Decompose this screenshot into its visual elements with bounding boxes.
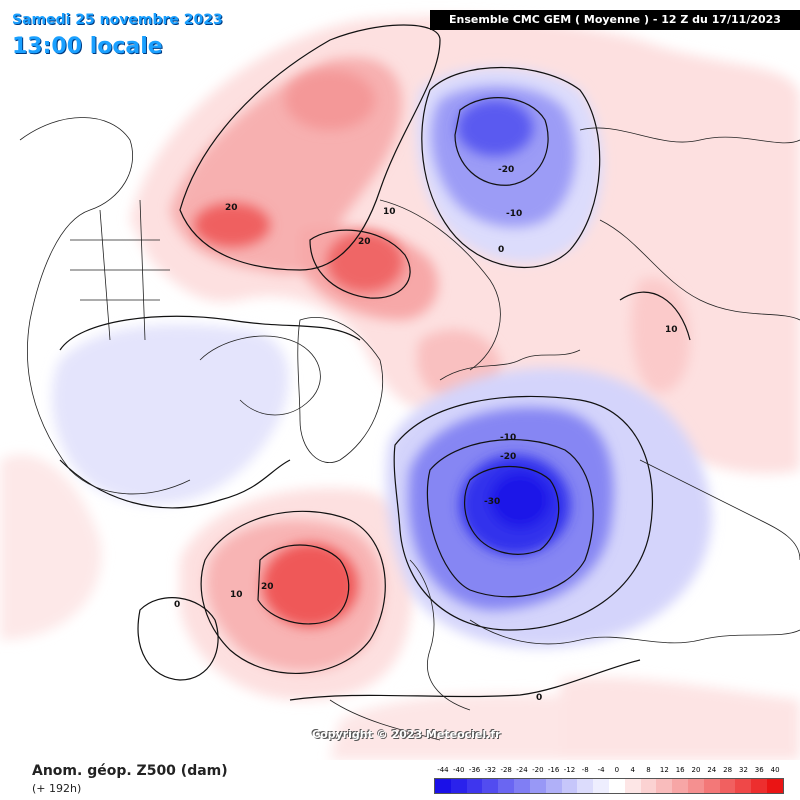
forecast-time: 13:00 locale xyxy=(12,34,163,59)
legend-label: -24 xyxy=(516,766,528,774)
contour-label-kamchatka-minus20: -20 xyxy=(498,165,514,175)
contour-label-atlantic-plus20: 20 xyxy=(261,582,274,592)
legend-swatch xyxy=(688,779,704,793)
legend-swatch xyxy=(767,779,783,793)
legend-label: 16 xyxy=(675,766,685,774)
contour-lines xyxy=(59,24,691,701)
legend-swatch xyxy=(466,779,483,793)
legend-swatch xyxy=(514,779,530,793)
legend-swatch xyxy=(545,779,562,793)
color-legend: -44 -40 -36 -32 -28 -24 -20 -16 -12 -8 -4 0 4 8 12 16 20… xyxy=(434,766,784,794)
legend-swatch xyxy=(577,779,594,793)
contour-label-south-zero: 0 xyxy=(536,693,542,703)
legend-swatch xyxy=(608,779,625,793)
contour-label-europe-minus10: -10 xyxy=(500,433,516,443)
legend-label: 36 xyxy=(754,766,764,774)
legend-label: -12 xyxy=(563,766,576,774)
legend-swatch xyxy=(450,779,467,793)
legend-label: 40 xyxy=(770,766,780,774)
legend-label: 20 xyxy=(691,766,701,774)
legend-swatch xyxy=(751,779,768,793)
legend-swatch xyxy=(735,779,752,793)
parameter-title: Anom. géop. Z500 (dam) xyxy=(32,763,228,779)
contour-label-atlantic-zero: 0 xyxy=(174,600,180,610)
legend-swatch xyxy=(561,779,578,793)
contour-label-kamchatka-minus10: -10 xyxy=(506,209,522,219)
contour-label-beaufort-plus10: 10 xyxy=(383,207,396,217)
legend-labels: -44 -40 -36 -32 -28 -24 -20 -16 -12 -8 -4 0 4 8 12 16 20… xyxy=(434,766,784,776)
legend-swatch xyxy=(624,779,641,793)
positive-anomaly-core xyxy=(194,70,403,627)
anomaly-map: 20 10 20 -20 -10 0 10 -10 -20 -30 20 10 … xyxy=(0,16,800,760)
forecast-date: Samedi 25 novembre 2023 xyxy=(12,12,223,28)
legend-swatch xyxy=(703,779,720,793)
legend-label: 8 xyxy=(646,766,651,774)
contour-label-atlantic-plus10: 10 xyxy=(230,590,243,600)
legend-swatch xyxy=(593,779,609,793)
coastlines xyxy=(19,117,800,741)
legend-swatch xyxy=(719,779,736,793)
copyright-notice: Copyright © 2023 Meteociel.fr xyxy=(312,728,501,741)
legend-label: 24 xyxy=(707,766,717,774)
legend-label: -32 xyxy=(484,766,497,774)
legend-label: -16 xyxy=(547,766,560,774)
legend-label: 4 xyxy=(630,766,635,774)
model-run-header: Ensemble CMC GEM ( Moyenne ) - 12 Z du 1… xyxy=(430,10,800,30)
contour-label-group: 20 10 20 -20 -10 0 10 -10 -20 -30 20 10 … xyxy=(174,165,678,703)
lead-time: (+ 192h) xyxy=(32,782,82,795)
legend-label: -44 xyxy=(437,766,449,774)
contour-label-europe-minus30: -30 xyxy=(484,497,500,507)
legend-swatch xyxy=(656,779,673,793)
legend-label: -8 xyxy=(581,766,589,774)
legend-color-bar xyxy=(434,778,784,794)
legend-label: -40 xyxy=(453,766,465,774)
legend-swatch xyxy=(435,779,451,793)
contour-label-europe-minus20: -20 xyxy=(500,452,516,462)
contour-label-alaska-plus20: 20 xyxy=(225,203,238,213)
negative-anomaly-core xyxy=(457,100,570,555)
legend-label: 0 xyxy=(614,766,620,774)
legend-label: -20 xyxy=(532,766,544,774)
contour-label-siberia-plus20: 20 xyxy=(358,237,371,247)
legend-swatch xyxy=(640,779,657,793)
contour-label-pacific-zero: 0 xyxy=(498,245,504,255)
legend-label: 32 xyxy=(738,766,748,774)
legend-label: -4 xyxy=(597,766,605,774)
legend-label: 28 xyxy=(723,766,733,774)
legend-swatch xyxy=(482,779,499,793)
legend-label: -36 xyxy=(468,766,481,774)
contour-label-china-plus10: 10 xyxy=(665,325,678,335)
legend-label: -28 xyxy=(500,766,512,774)
legend-swatch xyxy=(672,779,688,793)
legend-swatch xyxy=(498,779,515,793)
legend-swatch xyxy=(529,779,546,793)
legend-label: 12 xyxy=(659,766,669,774)
